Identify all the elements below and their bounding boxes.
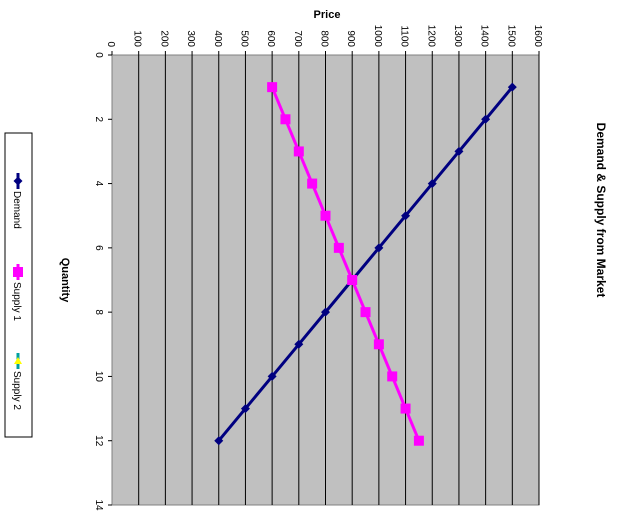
supply-1-point [307,178,318,189]
supply-1-series [267,82,424,446]
price-tick-label: 500 [238,30,249,47]
legend-item-supply-2: Supply 2 [11,353,22,410]
demand-point [374,243,384,253]
quantity-tick-label: 8 [93,309,104,315]
demand-line [217,86,514,442]
price-tick-label: 1100 [399,25,410,47]
legend-item-supply-1: Supply 1 [11,264,23,321]
supply-1-point [413,435,424,446]
demand-point [507,82,517,92]
price-tick-label: 300 [185,30,196,47]
price-tick-label: 900 [345,30,356,47]
supply-1-point [387,371,398,382]
demand-point [427,179,437,189]
quantity-tick-label: 0 [93,52,104,58]
supply-1-point [333,242,344,253]
supply-1-point [347,275,358,285]
supply-1-point [267,82,278,93]
price-tick-label: 1500 [505,25,516,48]
price-tick-label: 200 [158,30,169,47]
legend-items: Demand Supply 1 Supply 2 [11,173,23,410]
quantity-axis-ticks: 0 2 4 6 8 10 12 14 [93,52,112,511]
price-tick-label: 1400 [479,25,490,48]
chart-title: Demand & Supply from Market [594,123,608,298]
quantity-tick-label: 14 [93,499,104,511]
quantity-tick-label: 4 [93,181,104,187]
legend-label: Demand [11,191,22,229]
legend-label: Supply 2 [11,371,22,410]
quantity-tick-label: 10 [93,371,104,383]
supply-1-point [373,339,384,350]
price-tick-label: 1000 [372,25,383,48]
demand-series [214,82,517,446]
price-tick-label: 800 [319,30,330,47]
supply-1-point [320,210,331,221]
demand-point [321,307,330,317]
price-tick-label: 700 [292,30,303,47]
price-axis-ticks: 0 100 200 300 400 500 600 700 800 900 1000 1100 1200… [105,25,543,55]
quantity-tick-label: 12 [93,435,104,447]
demand-point [454,146,464,156]
demand-point [267,371,277,381]
demand-point [294,339,304,349]
legend-label: Supply 1 [11,282,22,321]
supply-1-point [360,307,371,318]
price-tick-label: 600 [265,30,276,47]
legend-swatch-marker [14,357,22,364]
supply-1-point [400,403,411,414]
price-tick-label: 400 [212,30,223,47]
legend-swatch-marker [13,267,23,277]
demand-point [401,211,411,221]
quantity-tick-label: 2 [93,117,104,123]
legend: Demand Supply 1 Supply 2 [4,132,33,438]
price-tick-label: 100 [132,30,143,47]
supply-1-point [280,114,291,125]
price-tick-label: 1600 [532,25,543,48]
quantity-axis-title: Quantity [59,258,71,303]
price-tick-label: 1200 [425,25,436,48]
legend-item-demand: Demand [11,173,23,229]
supply-1-line [270,86,421,442]
quantity-tick-label: 6 [93,245,104,251]
series-layer [214,82,517,446]
price-tick-label: 1300 [452,25,463,48]
demand-point [240,404,250,414]
supply-1-point [293,146,304,157]
legend-swatch-marker [13,176,23,186]
demand-point [481,114,491,124]
price-tick-label: 0 [105,41,116,47]
price-axis-title: Price [314,9,341,21]
demand-point [214,436,224,446]
